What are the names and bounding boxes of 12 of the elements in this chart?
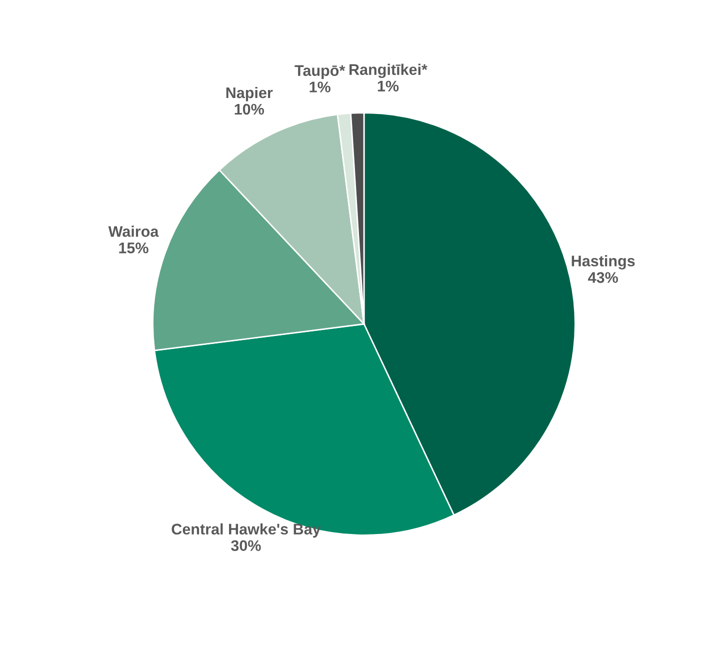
slice-label: Taupō* [294, 65, 346, 79]
data-label: 10% [234, 104, 264, 115]
slice-label: Napier [226, 86, 273, 102]
data-label: 30% [231, 540, 261, 552]
slice-label: Hastings [572, 255, 635, 270]
slice-label: Central Hawke's Bay [172, 523, 321, 538]
data-label: 1% [378, 80, 399, 92]
slice-label: Wairoa [108, 226, 159, 237]
data-label: 15% [119, 242, 148, 254]
data-label: 1% [310, 82, 330, 92]
data-label: 43% [588, 272, 618, 283]
slice-label: Rangitīkei* [350, 64, 428, 78]
